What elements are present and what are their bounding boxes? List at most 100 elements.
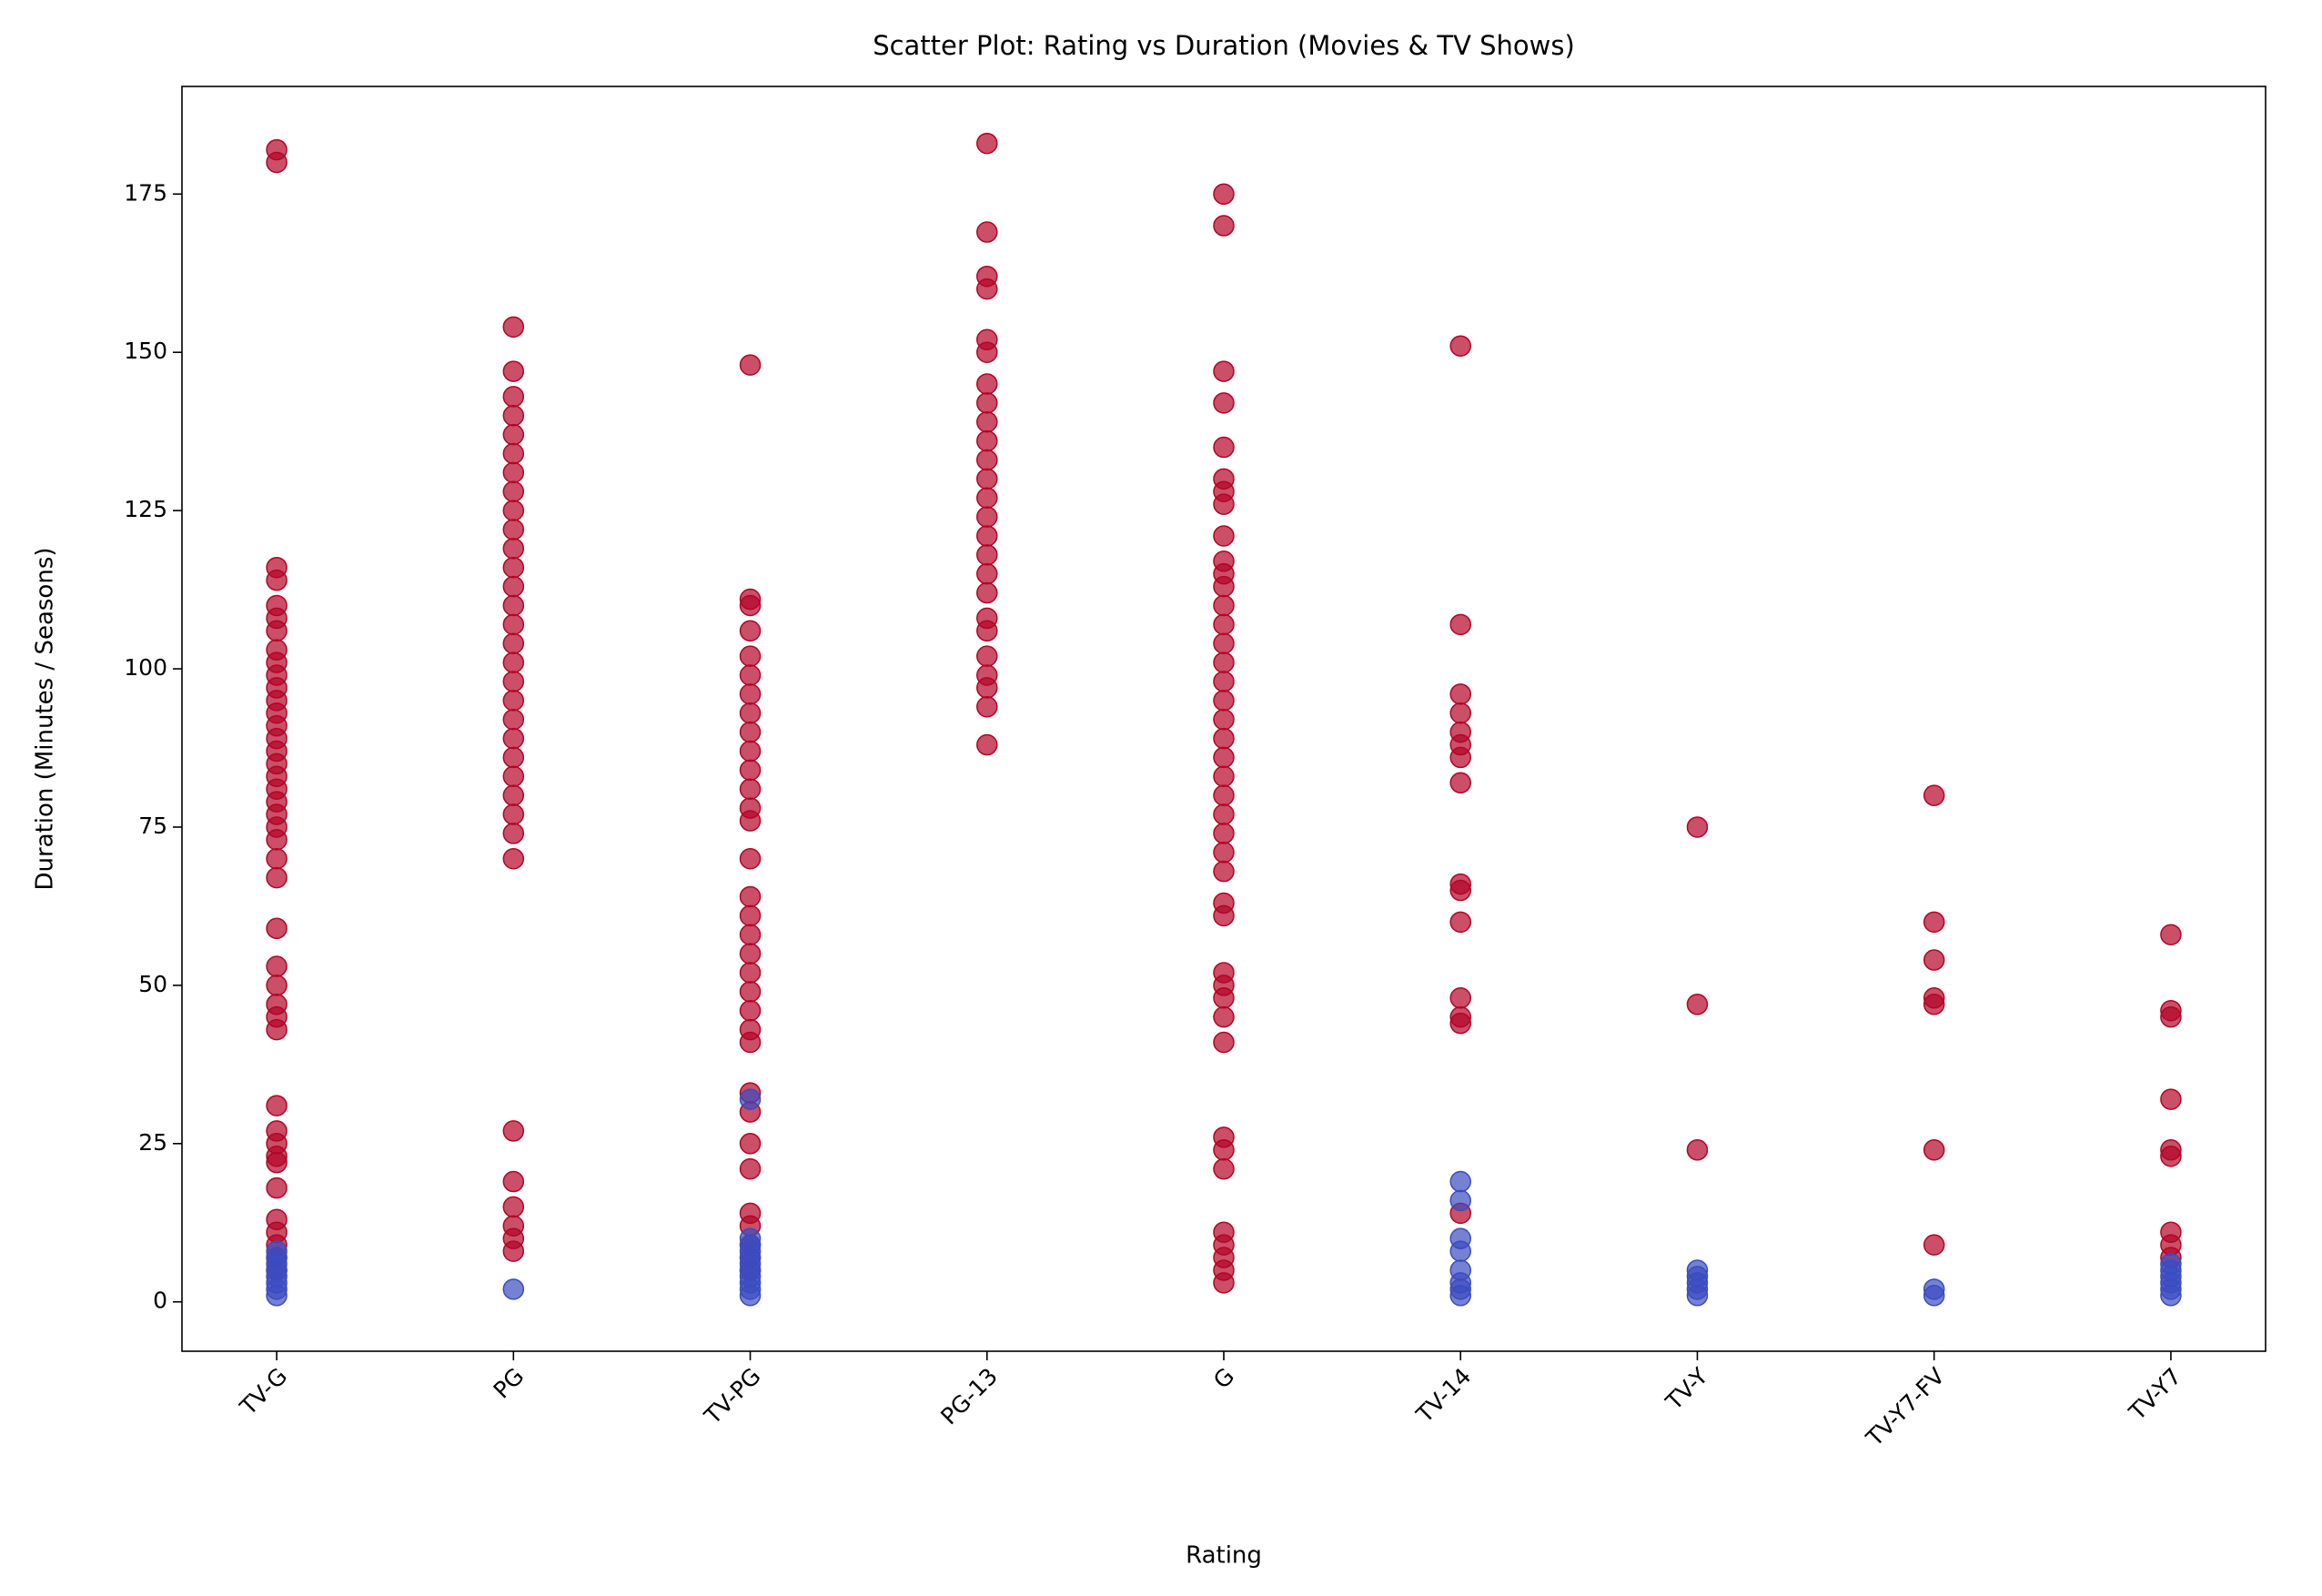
point <box>739 885 762 908</box>
point <box>1213 765 1235 788</box>
point <box>2160 924 2182 945</box>
point <box>1213 613 1235 636</box>
point <box>1213 392 1235 414</box>
point <box>739 962 762 984</box>
y-tick-label: 125 <box>124 496 167 522</box>
point <box>502 690 525 712</box>
point <box>1449 335 1471 357</box>
y-axis-label: Duration (Minutes / Seasons) <box>32 547 59 890</box>
point <box>739 759 762 782</box>
point <box>502 613 525 636</box>
point <box>739 740 762 763</box>
point <box>1686 816 1709 838</box>
point <box>739 1031 762 1054</box>
point <box>1686 1139 1709 1161</box>
point <box>502 632 525 654</box>
point <box>1213 727 1235 750</box>
point <box>502 823 525 844</box>
point <box>739 904 762 927</box>
point <box>1213 1157 1235 1180</box>
point <box>502 727 525 750</box>
point <box>1213 652 1235 673</box>
point <box>1213 215 1235 237</box>
point <box>976 392 998 414</box>
point <box>1449 1170 1471 1193</box>
point <box>1213 784 1235 806</box>
point <box>739 1157 762 1180</box>
x-tick-label: TV-PG <box>699 1363 766 1430</box>
point <box>502 575 525 598</box>
point <box>1686 1285 1709 1307</box>
point <box>502 386 525 408</box>
point <box>266 955 288 977</box>
point <box>502 442 525 465</box>
point <box>2160 1005 2182 1028</box>
point <box>1449 772 1471 794</box>
point <box>1213 842 1235 864</box>
y-tick-label: 25 <box>138 1129 167 1156</box>
point <box>1213 746 1235 769</box>
point <box>502 803 525 825</box>
point <box>502 1240 525 1262</box>
point <box>502 461 525 484</box>
point <box>266 1151 288 1174</box>
y-tick-label: 50 <box>138 971 167 997</box>
point <box>266 1240 288 1262</box>
point <box>739 778 762 800</box>
point <box>976 525 998 547</box>
point <box>1213 1272 1235 1294</box>
point <box>976 278 998 300</box>
point <box>739 1133 762 1155</box>
point <box>976 449 998 471</box>
point <box>976 581 998 604</box>
point <box>1213 1139 1235 1161</box>
x-tick-label: TV-Y7 <box>2124 1363 2186 1426</box>
point <box>502 556 525 579</box>
point <box>266 1095 288 1116</box>
point <box>739 702 762 724</box>
x-tick-label: TV-Y7-FV <box>1861 1363 1950 1452</box>
point <box>976 221 998 243</box>
point <box>1923 949 1945 971</box>
point <box>976 506 998 528</box>
point <box>739 943 762 965</box>
point <box>1449 1285 1471 1307</box>
point <box>266 1018 288 1041</box>
point <box>1449 1012 1471 1035</box>
point <box>739 981 762 1003</box>
point <box>976 620 998 642</box>
point <box>266 151 288 174</box>
plot-frame <box>181 86 2266 1352</box>
point <box>266 917 288 940</box>
point <box>739 645 762 667</box>
point <box>1923 784 1945 806</box>
point <box>976 487 998 509</box>
point <box>1923 1234 1945 1256</box>
x-tick-label: G <box>1208 1363 1239 1394</box>
point <box>1213 803 1235 825</box>
point <box>1449 1240 1471 1262</box>
point <box>739 354 762 376</box>
point <box>1213 525 1235 547</box>
point <box>1449 879 1471 902</box>
point <box>502 519 525 540</box>
point <box>1449 683 1471 705</box>
point <box>976 544 998 566</box>
x-tick-label: TV-14 <box>1410 1363 1476 1429</box>
point <box>1213 575 1235 598</box>
point <box>2160 1285 2182 1307</box>
point <box>266 620 288 642</box>
point <box>1686 994 1709 1015</box>
point <box>1213 436 1235 459</box>
x-tick-label: PG-13 <box>935 1363 1003 1430</box>
point <box>1213 690 1235 712</box>
point <box>266 975 288 996</box>
point <box>1449 911 1471 934</box>
point <box>976 341 998 363</box>
point <box>502 784 525 806</box>
point <box>2160 1145 2182 1167</box>
y-tick-label: 150 <box>124 338 167 364</box>
point <box>502 423 525 446</box>
point <box>1213 183 1235 206</box>
point <box>739 999 762 1022</box>
